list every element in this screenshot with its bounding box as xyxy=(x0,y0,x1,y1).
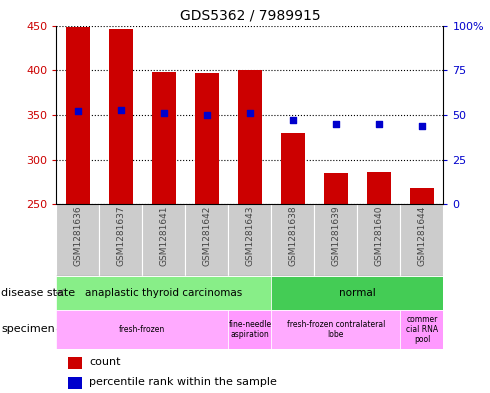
Text: GSM1281639: GSM1281639 xyxy=(331,206,341,266)
Bar xyxy=(66,28,90,204)
Text: specimen: specimen xyxy=(1,325,55,334)
Bar xyxy=(228,310,271,349)
Bar xyxy=(195,73,219,204)
Text: GSM1281641: GSM1281641 xyxy=(159,206,169,266)
Text: GSM1281642: GSM1281642 xyxy=(202,206,211,266)
Text: GSM1281636: GSM1281636 xyxy=(74,206,82,266)
Point xyxy=(375,121,383,127)
Bar xyxy=(357,204,400,276)
Bar xyxy=(271,276,443,310)
Point xyxy=(332,121,340,127)
Text: fresh-frozen contralateral
lobe: fresh-frozen contralateral lobe xyxy=(287,320,385,339)
Text: normal: normal xyxy=(339,288,376,298)
Point xyxy=(74,108,82,114)
Bar xyxy=(400,204,443,276)
Bar xyxy=(56,310,228,349)
Text: commer
cial RNA
pool: commer cial RNA pool xyxy=(406,314,438,344)
Bar xyxy=(410,188,434,204)
Text: fresh-frozen: fresh-frozen xyxy=(119,325,166,334)
Text: GSM1281643: GSM1281643 xyxy=(245,206,254,266)
Text: percentile rank within the sample: percentile rank within the sample xyxy=(89,377,277,387)
Bar xyxy=(281,133,305,204)
Point xyxy=(289,117,297,123)
Bar xyxy=(56,204,99,276)
Bar xyxy=(152,72,176,204)
Text: GSM1281644: GSM1281644 xyxy=(417,206,426,266)
Title: GDS5362 / 7989915: GDS5362 / 7989915 xyxy=(180,9,320,23)
Text: GSM1281640: GSM1281640 xyxy=(374,206,384,266)
Bar xyxy=(109,29,133,204)
Bar xyxy=(238,70,262,204)
Point xyxy=(203,112,211,118)
Text: count: count xyxy=(89,357,121,367)
Point xyxy=(246,110,254,116)
Text: GSM1281637: GSM1281637 xyxy=(116,206,125,266)
Bar xyxy=(185,204,228,276)
Bar xyxy=(271,204,315,276)
Bar xyxy=(400,310,443,349)
Bar xyxy=(315,204,357,276)
Bar xyxy=(68,376,81,389)
Point xyxy=(117,107,125,113)
Point xyxy=(160,110,168,116)
Text: anaplastic thyroid carcinomas: anaplastic thyroid carcinomas xyxy=(85,288,243,298)
Text: fine-needle
aspiration: fine-needle aspiration xyxy=(228,320,271,339)
Bar xyxy=(367,172,391,204)
Text: GSM1281638: GSM1281638 xyxy=(289,206,297,266)
Bar xyxy=(56,276,271,310)
Point xyxy=(418,123,426,129)
Bar xyxy=(228,204,271,276)
Bar xyxy=(143,204,185,276)
Bar xyxy=(99,204,143,276)
Text: disease state: disease state xyxy=(1,288,75,298)
Bar xyxy=(271,310,400,349)
Bar xyxy=(324,173,348,204)
Bar xyxy=(68,357,81,369)
